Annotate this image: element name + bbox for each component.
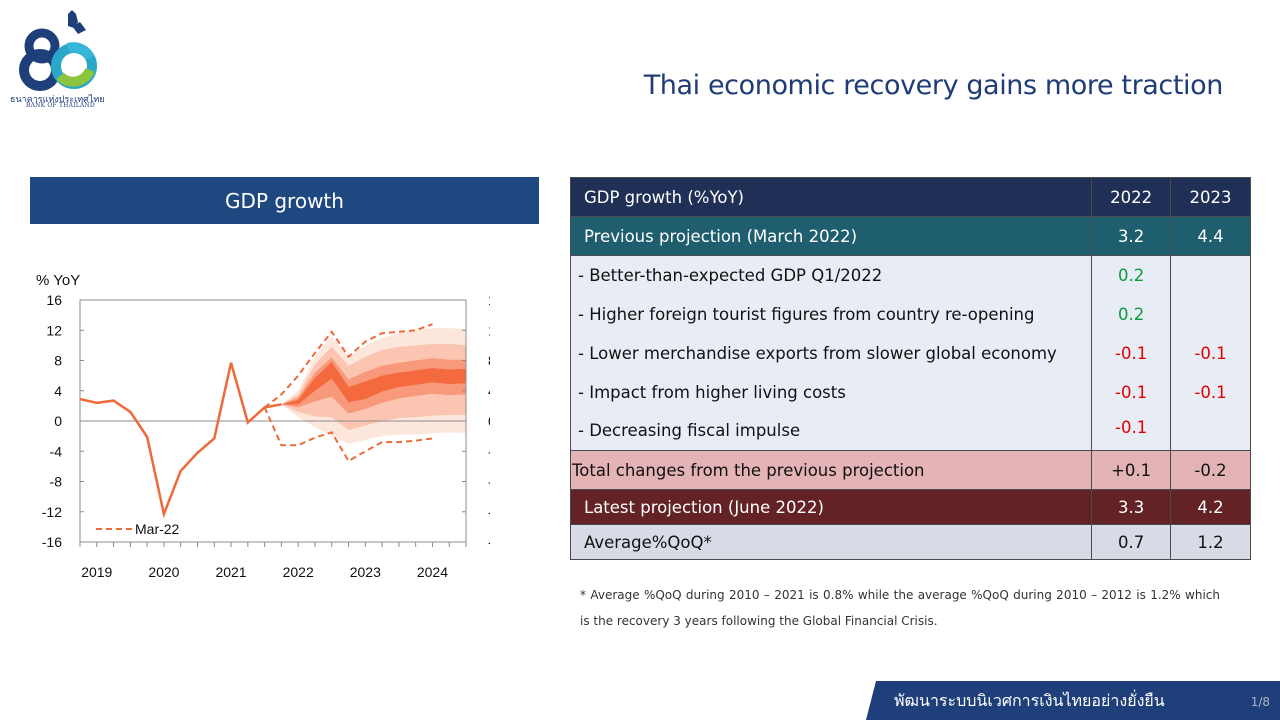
previous-label: Previous projection (March 2022) — [569, 216, 1093, 256]
y-tick-label-right: 4 — [488, 383, 490, 399]
y-tick-label-left: 0 — [54, 413, 62, 429]
header-label: GDP growth (%YoY) — [569, 177, 1093, 217]
page-title: Thai economic recovery gains more tracti… — [643, 70, 1224, 101]
x-tick-label: 2024 — [417, 564, 448, 580]
total-label: Total changes from the previous projecti… — [569, 450, 1093, 490]
latest-label: Latest projection (June 2022) — [569, 489, 1093, 525]
table-row: - Impact from higher living costs -0.1 -… — [569, 372, 1251, 412]
item-2022: -0.1 — [1091, 333, 1172, 373]
y-tick-label-left: -12 — [42, 504, 62, 520]
bank-of-thailand-80-logo — [19, 10, 97, 91]
header-year-2022: 2022 — [1091, 177, 1172, 217]
y-tick-label-right: -16 — [488, 534, 490, 550]
logo-english-name: BANK OF THAILAND — [26, 102, 95, 109]
latest-2023: 4.2 — [1170, 489, 1251, 525]
item-label: - Impact from higher living costs — [569, 372, 1093, 412]
table-row: - Higher foreign tourist figures from co… — [569, 294, 1251, 334]
x-tick-label: 2021 — [215, 564, 246, 580]
item-2023 — [1170, 255, 1251, 295]
fan-band-4 — [281, 362, 466, 405]
header-year-2023: 2023 — [1170, 177, 1251, 217]
footer-bar — [866, 681, 1280, 720]
item-2023: -0.1 — [1170, 372, 1251, 412]
total-2022: +0.1 — [1091, 450, 1172, 490]
average-qoq-row: Average%QoQ* 0.7 1.2 — [569, 524, 1251, 560]
page-number: 1/8 — [1250, 695, 1270, 709]
table-row: - Better-than-expected GDP Q1/2022 0.2 — [569, 255, 1251, 295]
y-tick-label-right: 8 — [488, 353, 490, 369]
item-2023: -0.1 — [1170, 333, 1251, 373]
item-label: - Lower merchandise exports from slower … — [569, 333, 1093, 373]
mar22-lower-dashed-line — [263, 406, 433, 463]
x-tick-label: 2020 — [148, 564, 179, 580]
latest-projection-row: Latest projection (June 2022) 3.3 4.2 — [569, 489, 1251, 525]
y-axis-label: % YoY — [36, 272, 80, 289]
table-row: - Lower merchandise exports from slower … — [569, 333, 1251, 373]
item-2022: -0.1 — [1091, 372, 1172, 412]
average-label: Average%QoQ* — [569, 524, 1093, 560]
gdp-projection-table: GDP growth (%YoY) 2022 2023 Previous pro… — [569, 177, 1251, 560]
average-2022: 0.7 — [1091, 524, 1172, 560]
x-tick-label: 2022 — [283, 564, 314, 580]
item-2022: 0.2 — [1091, 255, 1172, 295]
item-label: - Better-than-expected GDP Q1/2022 — [569, 255, 1093, 295]
mar22-upper-dashed-line — [264, 323, 433, 409]
y-tick-label-left: -16 — [42, 534, 62, 550]
y-tick-label-left: 12 — [46, 322, 62, 338]
footer-slogan: พัฒนาระบบนิเวศการเงินไทยอย่างยั่งยืน — [894, 691, 1165, 710]
y-tick-label-left: 8 — [54, 353, 62, 369]
item-label: - Decreasing fiscal impulse — [569, 411, 1093, 451]
y-tick-label-left: 16 — [46, 292, 62, 308]
chart-header: GDP growth — [30, 177, 539, 224]
y-tick-label-left: -4 — [50, 443, 63, 459]
footnote: * Average %QoQ during 2010 – 2021 is 0.8… — [580, 588, 1220, 628]
item-2023 — [1170, 294, 1251, 334]
item-2023 — [1170, 411, 1251, 451]
y-tick-label-left: 4 — [54, 383, 62, 399]
item-label: - Higher foreign tourist figures from co… — [569, 294, 1093, 334]
y-tick-label-right: -12 — [488, 504, 490, 520]
y-tick-label-right: -8 — [488, 474, 490, 490]
gdp-growth-fan-chart: -16 -16 -12 -12 -8 -8 -4 -4 0 0 4 4 8 8 12 12 16 16 2019 20… — [36, 272, 490, 580]
average-2023: 1.2 — [1170, 524, 1251, 560]
y-tick-label-right: 12 — [488, 322, 490, 338]
x-tick-label: 2023 — [350, 564, 381, 580]
previous-2022: 3.2 — [1091, 216, 1172, 256]
x-tick-label: 2019 — [81, 564, 112, 580]
table-header-row: GDP growth (%YoY) 2022 2023 — [569, 177, 1251, 217]
y-tick-label-right: -4 — [488, 443, 490, 459]
total-2023: -0.2 — [1170, 450, 1251, 490]
actual-gdp-line — [79, 362, 282, 519]
table-row: - Decreasing fiscal impulse -0.1 — [569, 411, 1251, 451]
total-changes-row: Total changes from the previous projecti… — [569, 450, 1251, 490]
legend-label: Mar-22 — [135, 521, 180, 537]
item-2022: -0.1 — [1091, 411, 1172, 451]
item-2022: 0.2 — [1091, 294, 1172, 334]
previous-2023: 4.4 — [1170, 216, 1251, 256]
y-tick-label-right: 16 — [488, 292, 490, 308]
previous-projection-row: Previous projection (March 2022) 3.2 4.4 — [569, 216, 1251, 256]
y-tick-label-left: -8 — [50, 474, 63, 490]
y-tick-label-right: 0 — [488, 413, 490, 429]
latest-2022: 3.3 — [1091, 489, 1172, 525]
logo-thai-name: ธนาคารแห่งประเทศไทย — [10, 95, 105, 105]
